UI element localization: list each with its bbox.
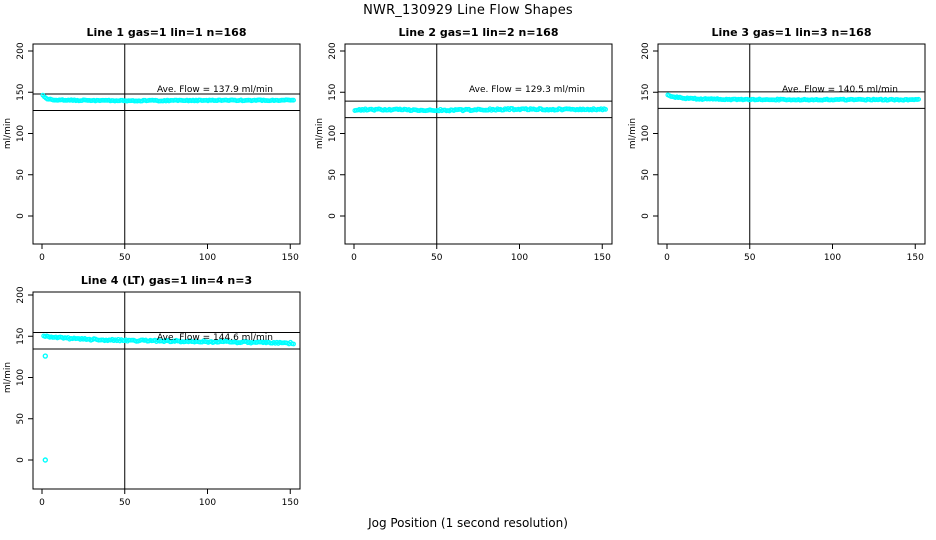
x-tick-label: 0 xyxy=(39,498,45,508)
y-tick-label: 50 xyxy=(16,169,26,181)
y-tick-label: 50 xyxy=(328,169,338,181)
x-axis-label: Jog Position (1 second resolution) xyxy=(368,516,568,530)
x-tick-label: 50 xyxy=(431,253,443,263)
x-tick-label: 50 xyxy=(119,498,131,508)
y-tick-label: 150 xyxy=(328,83,338,100)
y-tick-label: 0 xyxy=(16,213,26,219)
x-tick-label: 100 xyxy=(199,253,216,263)
panel-title-line3: Line 3 gas=1 lin=3 n=168 xyxy=(711,26,872,39)
x-tick-label: 0 xyxy=(664,253,670,263)
main-title: NWR_130929 Line Flow Shapes xyxy=(363,3,573,18)
data-point xyxy=(603,106,608,112)
y-tick-label: 150 xyxy=(16,327,26,344)
ave-flow-label-line1: Ave. Flow = 137.9 ml/min xyxy=(157,85,273,95)
y-tick-label: 150 xyxy=(16,83,26,100)
y-axis-title: ml/min xyxy=(628,118,638,149)
panel-title-line1: Line 1 gas=1 lin=1 n=168 xyxy=(86,26,247,39)
y-tick-label: 100 xyxy=(641,125,651,142)
data-point-outlier xyxy=(42,353,49,359)
y-tick-label: 150 xyxy=(641,83,651,100)
plot-box xyxy=(344,43,613,245)
data-point xyxy=(291,97,296,103)
y-tick-label: 100 xyxy=(16,369,26,386)
y-tick-label: 0 xyxy=(641,213,651,219)
plot-box xyxy=(32,291,301,490)
y-axis-title: ml/min xyxy=(3,118,13,149)
ave-flow-label-line4: Ave. Flow = 144.6 ml/min xyxy=(157,333,273,343)
panel-title-line4: Line 4 (LT) gas=1 lin=4 n=3 xyxy=(80,274,253,287)
ave-flow-label-line2: Ave. Flow = 129.3 ml/min xyxy=(469,85,585,95)
x-tick-label: 0 xyxy=(39,253,45,263)
y-tick-label: 0 xyxy=(16,457,26,463)
x-tick-label: 100 xyxy=(511,253,528,263)
y-tick-label: 200 xyxy=(328,42,338,59)
x-tick-label: 150 xyxy=(907,253,924,263)
y-axis-title: ml/min xyxy=(3,362,13,393)
plot-box xyxy=(657,43,926,245)
y-axis-title: ml/min xyxy=(315,118,325,149)
data-point xyxy=(291,341,296,347)
x-tick-label: 50 xyxy=(744,253,756,263)
y-tick-label: 100 xyxy=(16,125,26,142)
data-point-outlier xyxy=(42,457,49,463)
y-tick-label: 200 xyxy=(16,42,26,59)
x-tick-label: 0 xyxy=(351,253,357,263)
y-tick-label: 50 xyxy=(16,413,26,425)
x-tick-label: 150 xyxy=(594,253,611,263)
x-tick-label: 100 xyxy=(824,253,841,263)
plot-box xyxy=(32,43,301,245)
panel-title-line2: Line 2 gas=1 lin=2 n=168 xyxy=(398,26,559,39)
y-tick-label: 100 xyxy=(328,125,338,142)
data-point xyxy=(916,96,921,102)
x-tick-label: 150 xyxy=(282,498,299,508)
y-tick-label: 0 xyxy=(328,213,338,219)
ave-flow-label-line3: Ave. Flow = 140.5 ml/min xyxy=(782,85,898,95)
x-tick-label: 100 xyxy=(199,498,216,508)
y-tick-label: 200 xyxy=(641,42,651,59)
x-tick-label: 50 xyxy=(119,253,131,263)
y-tick-label: 200 xyxy=(16,286,26,303)
x-tick-label: 150 xyxy=(282,253,299,263)
y-tick-label: 50 xyxy=(641,169,651,181)
